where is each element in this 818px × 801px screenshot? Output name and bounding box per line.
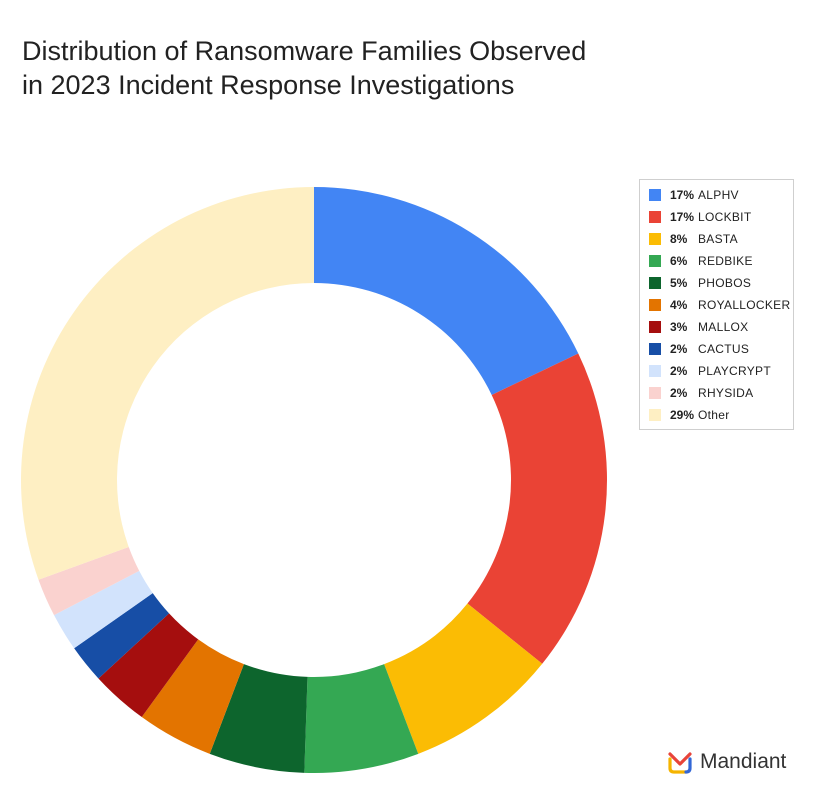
legend-label: ALPHV xyxy=(698,188,739,202)
chart-title: Distribution of Ransomware Families Obse… xyxy=(22,34,722,102)
legend-swatch xyxy=(649,387,661,399)
legend-percent: 3% xyxy=(670,320,688,334)
legend-swatch xyxy=(649,211,661,223)
legend-item-playcrypt: 2% PLAYCRYPT xyxy=(640,360,793,382)
legend-item-basta: 8% BASTA xyxy=(640,228,793,250)
legend-label: REDBIKE xyxy=(698,254,753,268)
brand-logo: Mandiant xyxy=(667,748,786,776)
legend-percent: 17% xyxy=(670,188,695,202)
legend-swatch xyxy=(649,189,661,201)
legend-swatch xyxy=(649,343,661,355)
legend-label: LOCKBIT xyxy=(698,210,752,224)
legend-swatch xyxy=(649,299,661,311)
legend-label: PLAYCRYPT xyxy=(698,364,771,378)
mandiant-logo-icon xyxy=(668,752,692,774)
legend-swatch xyxy=(649,321,661,333)
legend-percent: 2% xyxy=(670,364,688,378)
legend-percent: 17% xyxy=(670,210,695,224)
legend-percent: 2% xyxy=(670,386,688,400)
legend-item-rhysida: 2% RHYSIDA xyxy=(640,382,793,404)
legend-item-lockbit: 17% LOCKBIT xyxy=(640,206,793,228)
donut-slice-rhysida xyxy=(38,547,140,616)
legend-percent: 8% xyxy=(670,232,688,246)
legend-item-other: 29% Other xyxy=(640,404,793,426)
legend-label: PHOBOS xyxy=(698,276,752,290)
legend-percent: 5% xyxy=(670,276,688,290)
chart-legend: 17% ALPHV 17% LOCKBIT 8% BASTA 6% REDBIKE 5% PHOB… xyxy=(639,179,794,430)
legend-label: MALLOX xyxy=(698,320,749,334)
legend-item-mallox: 3% MALLOX xyxy=(640,316,793,338)
chart-title-line-2: in 2023 Incident Response Investigations xyxy=(22,70,515,100)
legend-swatch xyxy=(649,365,661,377)
donut-slice-royallocker xyxy=(141,639,244,754)
legend-item-cactus: 2% CACTUS xyxy=(640,338,793,360)
legend-label: BASTA xyxy=(698,232,738,246)
legend-percent: 4% xyxy=(670,298,688,312)
legend-label: Other xyxy=(698,408,730,422)
legend-item-alphv: 17% ALPHV xyxy=(640,184,793,206)
legend-percent: 29% xyxy=(670,408,695,422)
brand-name: Mandiant xyxy=(700,750,787,773)
legend-swatch xyxy=(649,233,661,245)
donut-slice-phobos xyxy=(209,664,308,773)
legend-swatch xyxy=(649,255,661,267)
chart-title-line-1: Distribution of Ransomware Families Obse… xyxy=(22,36,587,66)
donut-slice-lockbit xyxy=(467,353,607,664)
legend-item-redbike: 6% REDBIKE xyxy=(640,250,793,272)
donut-slice-alphv xyxy=(314,187,579,395)
donut-slice-redbike xyxy=(304,664,419,773)
legend-item-phobos: 5% PHOBOS xyxy=(640,272,793,294)
legend-swatch xyxy=(649,409,661,421)
legend-percent: 6% xyxy=(670,254,688,268)
legend-swatch xyxy=(649,277,661,289)
legend-label: ROYALLOCKER xyxy=(698,298,791,312)
legend-percent: 2% xyxy=(670,342,688,356)
donut-slice-mallox xyxy=(98,613,199,718)
legend-label: RHYSIDA xyxy=(698,386,754,400)
donut-slice-cactus xyxy=(74,593,170,679)
donut-slice-other xyxy=(21,187,315,580)
legend-label: CACTUS xyxy=(698,342,750,356)
legend-item-royallocker: 4% ROYALLOCKER xyxy=(640,294,793,316)
donut-slice-basta xyxy=(384,603,543,754)
donut-slice-playcrypt xyxy=(54,570,153,649)
